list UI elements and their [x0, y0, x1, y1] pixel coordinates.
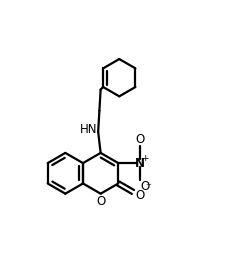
Text: O: O — [141, 180, 150, 193]
Text: +: + — [141, 154, 148, 163]
Text: O: O — [136, 133, 145, 146]
Text: O: O — [96, 195, 105, 208]
Text: HN: HN — [80, 123, 98, 136]
Text: O: O — [135, 189, 144, 202]
Text: N: N — [135, 157, 145, 170]
Text: ⁻: ⁻ — [146, 182, 152, 192]
